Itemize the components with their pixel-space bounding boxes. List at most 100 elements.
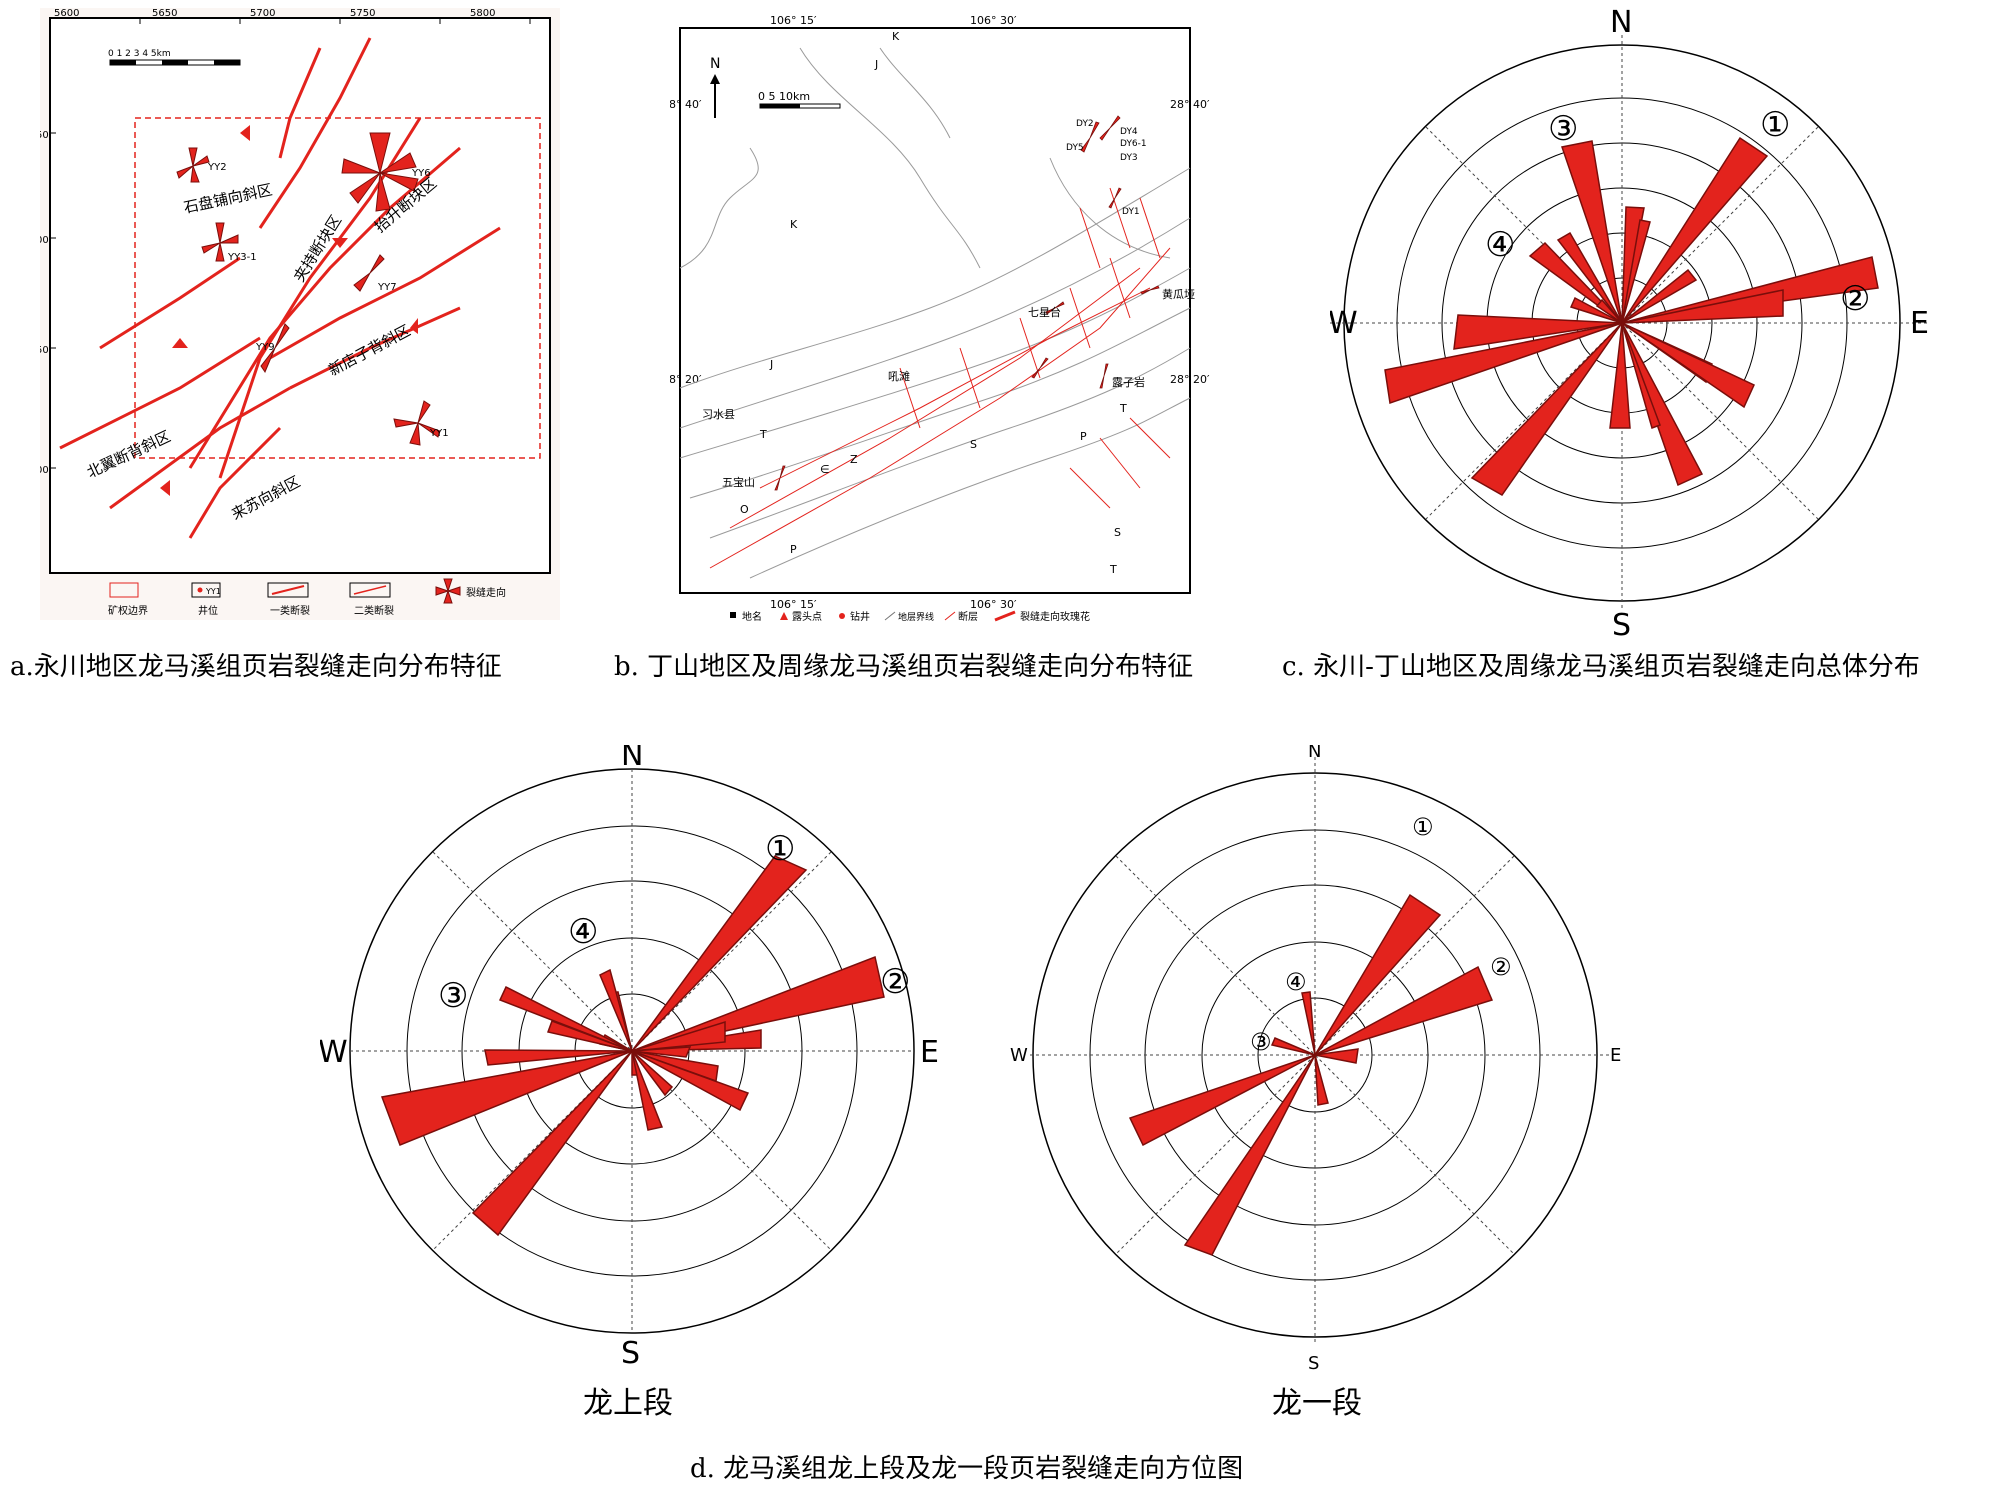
lon-tick: 106° 15′	[770, 14, 817, 27]
rose-petals	[1128, 893, 1494, 1256]
lon-tick: 106° 15′	[770, 598, 817, 611]
place-label: 吼滩	[888, 369, 910, 383]
panel-a-map: 5600 5650 5700 5750 5800 50 00 50 00 0 1…	[40, 8, 560, 620]
fault-lines	[709, 187, 1171, 569]
well-label: YY2	[207, 162, 227, 173]
svg-text:地名: 地名	[742, 610, 762, 623]
well-label: YY6	[411, 168, 431, 179]
legend-a: YY1 矿权边界 井位 一类断裂 二类断裂 裂缝走向	[108, 578, 506, 617]
panel-c-rose: N S E W ① ② ③ ④	[1330, 0, 2000, 640]
stratum-label: S	[970, 438, 977, 451]
rose-petals	[1384, 136, 1879, 496]
caption-a: a.永川地区龙马溪组页岩裂缝走向分布特征	[10, 652, 502, 682]
marker-1: ①	[765, 829, 795, 869]
well-roses	[176, 132, 441, 446]
stratum-label: P	[1080, 430, 1087, 443]
svg-text:断层: 断层	[958, 610, 978, 623]
axis-left-label: 00	[40, 235, 49, 246]
marker-3: ③	[438, 976, 468, 1016]
well-label: YY9	[255, 342, 275, 353]
lat-tick: 28° 40′	[670, 98, 702, 111]
svg-text:钻井: 钻井	[850, 610, 870, 623]
axis-left-label: 00	[40, 465, 49, 476]
direction-s: S	[1308, 1353, 1319, 1374]
stratum-label: T	[1119, 402, 1127, 415]
caption-c: c. 永川-丁山地区及周缘龙马溪组页岩裂缝走向总体分布	[1282, 652, 1920, 682]
panel-b-map: 106° 15′ 106° 30′ 106° 15′ 106° 30′ 28° …	[670, 8, 1210, 624]
axis-left-label: 50	[40, 130, 49, 141]
marker-1: ①	[1760, 105, 1790, 145]
well-label: DY3	[1120, 153, 1138, 163]
well-label: YY3-1	[227, 252, 257, 263]
panel-d-rose-upper: N S E W ① ② ③ ④	[320, 745, 960, 1395]
direction-w: W	[320, 1035, 348, 1070]
marker-2: ②	[880, 962, 910, 1002]
well-label: DY5	[1066, 143, 1084, 153]
well-label: DY6-1	[1120, 139, 1147, 149]
well-label: DY4	[1120, 127, 1138, 137]
stratum-label: P	[790, 543, 797, 556]
well-label: DY2	[1076, 119, 1094, 129]
place-label: 七星台	[1028, 305, 1061, 319]
lon-tick: 106° 30′	[970, 14, 1017, 27]
marker-4: ④	[1285, 968, 1307, 996]
marker-2: ②	[1840, 279, 1870, 319]
place-label: 黄瓜垭	[1162, 287, 1195, 301]
axis-left-label: 50	[40, 345, 49, 356]
marker-3: ③	[1548, 109, 1578, 149]
lat-tick: 28° 20′	[670, 373, 702, 386]
axis-top-label: 5800	[470, 8, 495, 19]
svg-text:0 1 2 3 4 5km: 0 1 2 3 4 5km	[108, 49, 171, 59]
stratum-label: Z	[850, 453, 858, 466]
scale-bar: 0 5 10km	[758, 90, 841, 109]
svg-text:0 5 10km: 0 5 10km	[758, 90, 810, 103]
marker-2: ②	[1490, 953, 1512, 981]
stratum-label: ∈	[820, 463, 830, 476]
svg-text:一类断裂: 一类断裂	[270, 604, 310, 617]
rose-petals	[380, 855, 885, 1237]
place-label: 露子岩	[1112, 375, 1145, 389]
axis-top-label: 5750	[350, 8, 375, 19]
well-label: YY7	[377, 282, 397, 293]
caption-b: b. 丁山地区及周缘龙马溪组页岩裂缝走向分布特征	[614, 652, 1194, 682]
direction-w: W	[1010, 1045, 1028, 1066]
rose-title-upper: 龙上段	[583, 1386, 673, 1421]
marker-1: ①	[1412, 813, 1434, 841]
stratum-label: S	[1114, 526, 1121, 539]
stratum-label: T	[759, 428, 767, 441]
axis-top-label: 5700	[250, 8, 275, 19]
svg-text:地层界线: 地层界线	[898, 611, 934, 623]
stratum-label: K	[892, 30, 900, 43]
direction-n: N	[621, 745, 643, 773]
lat-tick: 28° 20′	[1170, 373, 1210, 386]
mining-boundary	[134, 117, 541, 459]
legend-b: 地名 露头点 钻井 地层界线 断层 裂缝走向玫瑰花	[730, 610, 1090, 623]
svg-text:井位: 井位	[198, 604, 218, 617]
strata-boundaries	[679, 47, 1191, 579]
svg-text:裂缝走向: 裂缝走向	[466, 586, 506, 599]
svg-text:N: N	[710, 56, 720, 72]
well-label: DY1	[1122, 207, 1140, 217]
stratum-label: K	[790, 218, 798, 231]
panel-d-rose-lower: N S E W ① ② ③ ④	[1010, 745, 1640, 1375]
well-roses	[774, 115, 1160, 491]
marker-4: ④	[568, 912, 598, 952]
place-label: 习水县	[702, 408, 735, 421]
marker-4: ④	[1485, 225, 1515, 265]
well-label: YY1	[429, 428, 449, 439]
direction-e: E	[920, 1035, 939, 1070]
svg-text:二类断裂: 二类断裂	[354, 604, 394, 617]
direction-s: S	[621, 1336, 640, 1371]
direction-w: W	[1330, 306, 1358, 341]
lat-tick: 28° 40′	[1170, 98, 1210, 111]
direction-n: N	[1610, 5, 1632, 40]
direction-s: S	[1612, 608, 1631, 640]
svg-text:露头点: 露头点	[792, 611, 822, 623]
stratum-label: J	[874, 58, 878, 71]
svg-text:裂缝走向玫瑰花: 裂缝走向玫瑰花	[1020, 610, 1090, 623]
scale-bar: 0 1 2 3 4 5km	[108, 49, 241, 66]
place-label: 五宝山	[722, 475, 755, 489]
stratum-label: T	[1109, 563, 1117, 576]
direction-n: N	[1308, 745, 1321, 762]
direction-e: E	[1910, 306, 1929, 341]
